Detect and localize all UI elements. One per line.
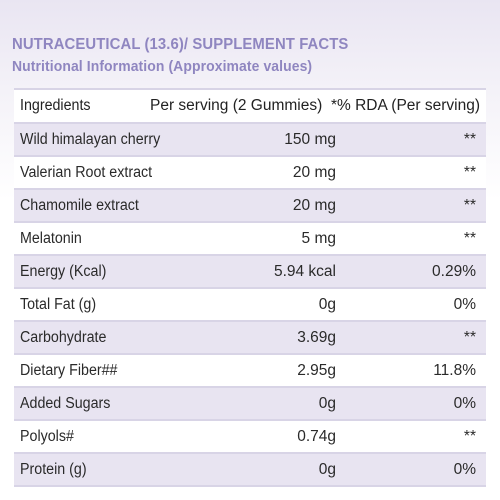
ingredient-cell: Polyols#	[20, 427, 74, 445]
header-subtitle: Nutritional Information (Approximate val…	[12, 58, 313, 75]
ingredient-cell: Added Sugars	[20, 394, 111, 412]
table-row: Carbohydrate 3.69g **	[14, 322, 486, 355]
per-serving-cell: 5.94 kcal	[273, 262, 336, 280]
table-row: Energy (Kcal) 5.94 kcal 0.29%	[14, 256, 486, 289]
per-serving-cell: 5 mg	[301, 229, 336, 247]
ingredient-cell: Carbohydrate	[20, 328, 107, 346]
per-serving-cell: 2.95g	[297, 361, 336, 379]
column-header-rda: *% RDA (Per serving)	[330, 97, 480, 114]
label-header: NUTRACEUTICAL (13.6)/ SUPPLEMENT FACTS N…	[12, 34, 482, 78]
table-row: Melatonin 5 mg **	[14, 223, 486, 256]
rda-cell: **	[463, 427, 476, 445]
table-row: Chamomile extract 20 mg **	[14, 190, 486, 223]
table-row: Wild himalayan cherry 150 mg **	[14, 124, 486, 157]
per-serving-cell: 0g	[318, 460, 336, 478]
table-row: Total Fat (g) 0g 0%	[14, 289, 486, 322]
table-row: Protein (g) 0g 0%	[14, 454, 486, 487]
table-row: Added Sugars 0g 0%	[14, 388, 486, 421]
per-serving-cell: 0g	[318, 295, 336, 313]
ingredient-cell: Valerian Root extract	[20, 163, 153, 181]
rda-cell: 0%	[453, 295, 476, 313]
rda-cell: 0%	[453, 460, 476, 478]
ingredient-cell: Energy (Kcal)	[20, 262, 107, 280]
rda-cell: **	[463, 328, 476, 346]
table-row: Polyols# 0.74g **	[14, 421, 486, 454]
ingredient-cell: Wild himalayan cherry	[20, 130, 161, 148]
per-serving-cell: 20 mg	[292, 196, 336, 214]
rda-cell: 11.8%	[433, 361, 476, 379]
per-serving-cell: 0g	[318, 394, 336, 412]
rda-cell: **	[463, 163, 476, 181]
table-header-row: Ingredients Per serving (2 Gummies) *% R…	[14, 90, 486, 124]
column-header-ingredients: Ingredients	[20, 97, 91, 114]
rda-cell: **	[463, 130, 476, 148]
ingredient-cell: Melatonin	[20, 229, 82, 247]
ingredient-cell: Total Fat (g)	[20, 295, 97, 313]
rda-cell: 0%	[453, 394, 476, 412]
per-serving-cell: 150 mg	[284, 130, 336, 148]
per-serving-cell: 0.74g	[297, 427, 336, 445]
rda-cell: **	[463, 196, 476, 214]
per-serving-cell: 20 mg	[292, 163, 336, 181]
ingredient-cell: Dietary Fiber##	[20, 361, 118, 379]
ingredient-cell: Protein (g)	[20, 460, 87, 478]
nutrition-table: Ingredients Per serving (2 Gummies) *% R…	[14, 88, 486, 487]
table-row: Valerian Root extract 20 mg **	[14, 157, 486, 190]
ingredient-cell: Chamomile extract	[20, 196, 139, 214]
column-header-per-serving: Per serving (2 Gummies)	[150, 97, 323, 114]
table-row: Dietary Fiber## 2.95g 11.8%	[14, 355, 486, 388]
per-serving-cell: 3.69g	[297, 328, 336, 346]
rda-cell: 0.29%	[432, 262, 476, 280]
header-title: NUTRACEUTICAL (13.6)/ SUPPLEMENT FACTS	[12, 36, 349, 53]
rda-cell: **	[463, 229, 476, 247]
